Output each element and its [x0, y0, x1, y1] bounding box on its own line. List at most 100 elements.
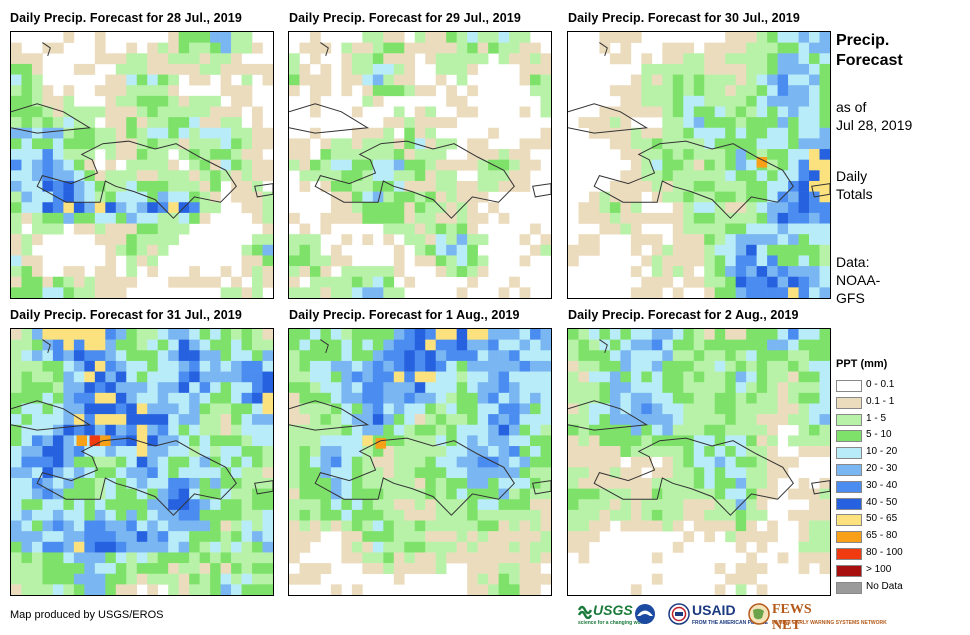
precip-cell [588, 339, 600, 351]
precip-cell [498, 42, 510, 54]
precip-cell [798, 424, 810, 436]
precip-cell [788, 32, 799, 43]
precip-cell [456, 435, 468, 447]
precip-cell [798, 435, 810, 447]
precip-cell [588, 435, 600, 447]
precip-cell [383, 563, 395, 575]
precip-cell [704, 74, 716, 86]
precip-cell [446, 32, 457, 43]
precip-cell [488, 477, 499, 489]
precip-cell [252, 63, 263, 75]
precip-cell [126, 180, 138, 192]
precip-cell [693, 74, 705, 86]
precip-cell [289, 435, 300, 447]
precip-cell [809, 414, 820, 426]
precip-cell [588, 403, 600, 415]
precip-cell [530, 329, 541, 340]
precip-cell [819, 106, 830, 118]
precip-cell [178, 382, 190, 394]
precip-cell [672, 403, 684, 415]
precip-cell [73, 509, 85, 521]
precip-cell [620, 382, 632, 394]
precip-cell [341, 234, 353, 246]
precip-cell [704, 255, 716, 267]
precip-cell [21, 117, 33, 129]
precip-cell [641, 53, 653, 65]
precip-cell [630, 435, 642, 447]
precip-cell [262, 127, 273, 139]
precip-cell [84, 403, 96, 415]
precip-cell [756, 403, 768, 415]
precip-cell [509, 159, 520, 171]
precip-cell [309, 170, 321, 182]
precip-cell [372, 446, 384, 457]
precip-cell [199, 127, 211, 139]
precip-cell [126, 106, 138, 118]
precip-cell [52, 392, 64, 404]
precip-cell [220, 467, 232, 479]
precip-cell [735, 531, 747, 543]
precip-cell [11, 276, 22, 288]
coastline-outline [532, 183, 551, 198]
map-panel-5[interactable] [288, 328, 552, 596]
precip-cell [42, 403, 54, 415]
precip-cell [609, 85, 621, 97]
precip-cell [42, 488, 54, 500]
precip-cell [609, 350, 621, 362]
precip-cell [136, 244, 148, 256]
precip-cell [568, 520, 579, 532]
precip-cell [372, 85, 384, 97]
precip-cell [641, 446, 653, 457]
precip-cell [777, 467, 789, 479]
precip-cell [147, 191, 159, 203]
map-panel-4[interactable] [10, 328, 274, 596]
precip-cell [351, 477, 363, 489]
precip-cell [220, 360, 232, 372]
precip-cell [446, 117, 457, 129]
precip-cell [809, 266, 820, 278]
precip-cell [42, 42, 54, 54]
precip-cell [530, 42, 541, 54]
precip-cell [309, 276, 321, 288]
precip-cell [126, 520, 138, 532]
precip-cell [777, 360, 789, 372]
precip-cell [115, 95, 127, 107]
precip-cell [73, 223, 85, 235]
precip-cell [299, 541, 311, 553]
precip-cell [168, 32, 179, 43]
precip-cell [241, 520, 253, 532]
precip-cell [641, 350, 653, 362]
precip-cell [693, 403, 705, 415]
precip-cell [52, 541, 64, 553]
precip-cell [168, 234, 179, 246]
map-panel-1[interactable] [10, 31, 274, 299]
map-panel-6[interactable] [567, 328, 831, 596]
precip-cell [578, 509, 590, 521]
precip-cell [756, 106, 768, 118]
precip-cell [568, 244, 579, 256]
precip-cell [94, 329, 106, 340]
precip-cell [683, 446, 695, 457]
precip-cell [157, 563, 169, 575]
precip-cell [11, 223, 22, 235]
precip-cell [84, 584, 96, 595]
precip-cell [210, 414, 221, 426]
precip-cell [157, 170, 169, 182]
precip-cell [746, 117, 757, 129]
precip-cell [620, 499, 632, 511]
precip-cell [199, 360, 211, 372]
precip-cell [31, 563, 43, 575]
precip-cell [788, 53, 799, 65]
precip-cell [798, 382, 810, 394]
precip-cell [777, 74, 789, 86]
precip-cell [819, 63, 830, 75]
precip-cell [31, 106, 43, 118]
map-panel-3[interactable] [567, 31, 831, 299]
precip-cell [220, 573, 232, 585]
map-panel-2[interactable] [288, 31, 552, 299]
precip-cell [362, 63, 374, 75]
precip-cell [11, 435, 22, 447]
precip-cell [498, 531, 510, 543]
precip-cell [136, 339, 148, 351]
precip-cell [620, 85, 632, 97]
